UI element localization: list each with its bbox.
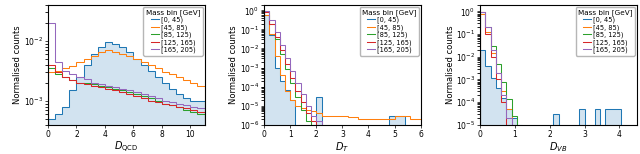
X-axis label: $D_T$: $D_T$ [335,140,349,154]
Legend: [0, 45), [45, 85), [85, 125), [125, 165), [165, 205): [0, 45), [45, 85), [85, 125), [125, 165)… [360,7,419,56]
X-axis label: $D_{\mathrm{QCD}}$: $D_{\mathrm{QCD}}$ [114,140,138,154]
Y-axis label: Normalised counts: Normalised counts [230,25,239,104]
X-axis label: $D_{VB}$: $D_{VB}$ [549,140,568,154]
Legend: [0, 45), [45, 85), [85, 125), [125, 165), [165, 205): [0, 45), [45, 85), [85, 125), [125, 165)… [575,7,635,56]
Y-axis label: Normalised counts: Normalised counts [445,25,454,104]
Legend: [0, 45), [45, 85), [85, 125), [125, 165), [165, 205): [0, 45), [45, 85), [85, 125), [125, 165)… [143,7,203,56]
Y-axis label: Normalised counts: Normalised counts [13,25,22,104]
